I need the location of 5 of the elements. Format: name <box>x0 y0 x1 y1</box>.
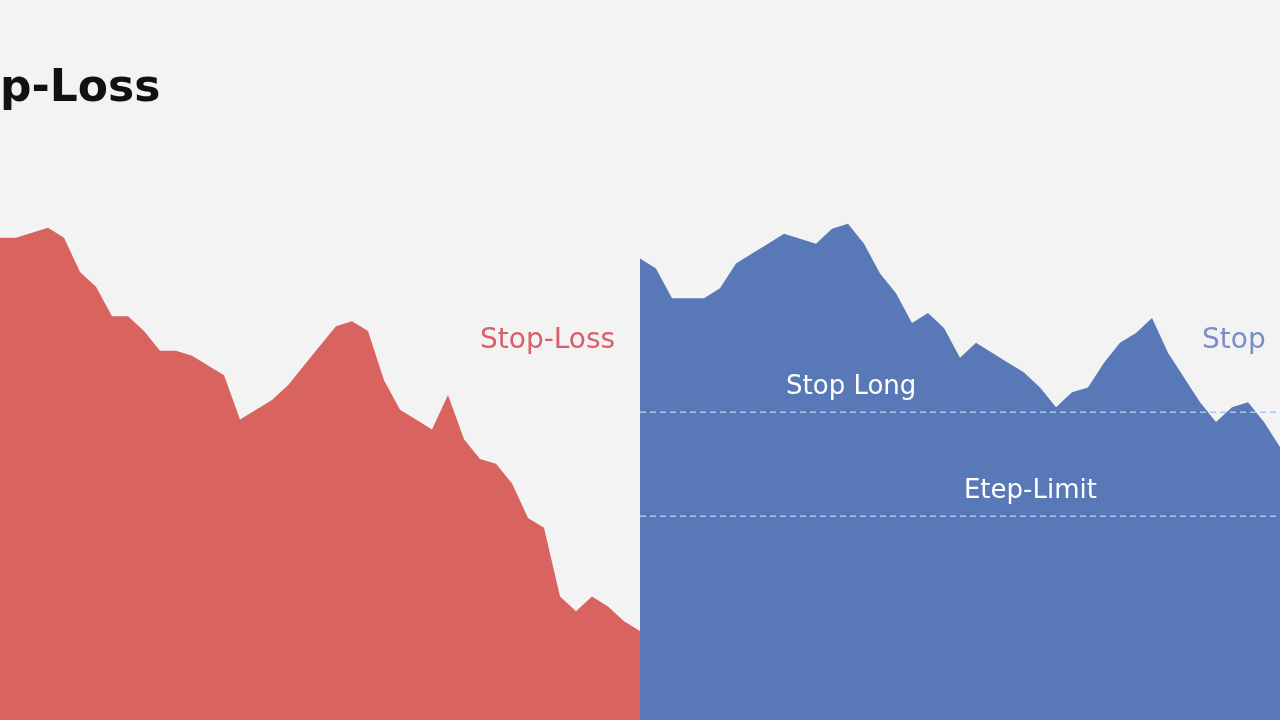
ref-line-label: Stop Long <box>786 370 917 401</box>
annotation: Stop <box>1202 322 1266 356</box>
chart-title: p-Loss <box>0 60 161 112</box>
annotation: Stop-Loss <box>480 322 616 356</box>
ref-line-label: Etep-Limit <box>963 474 1097 505</box>
